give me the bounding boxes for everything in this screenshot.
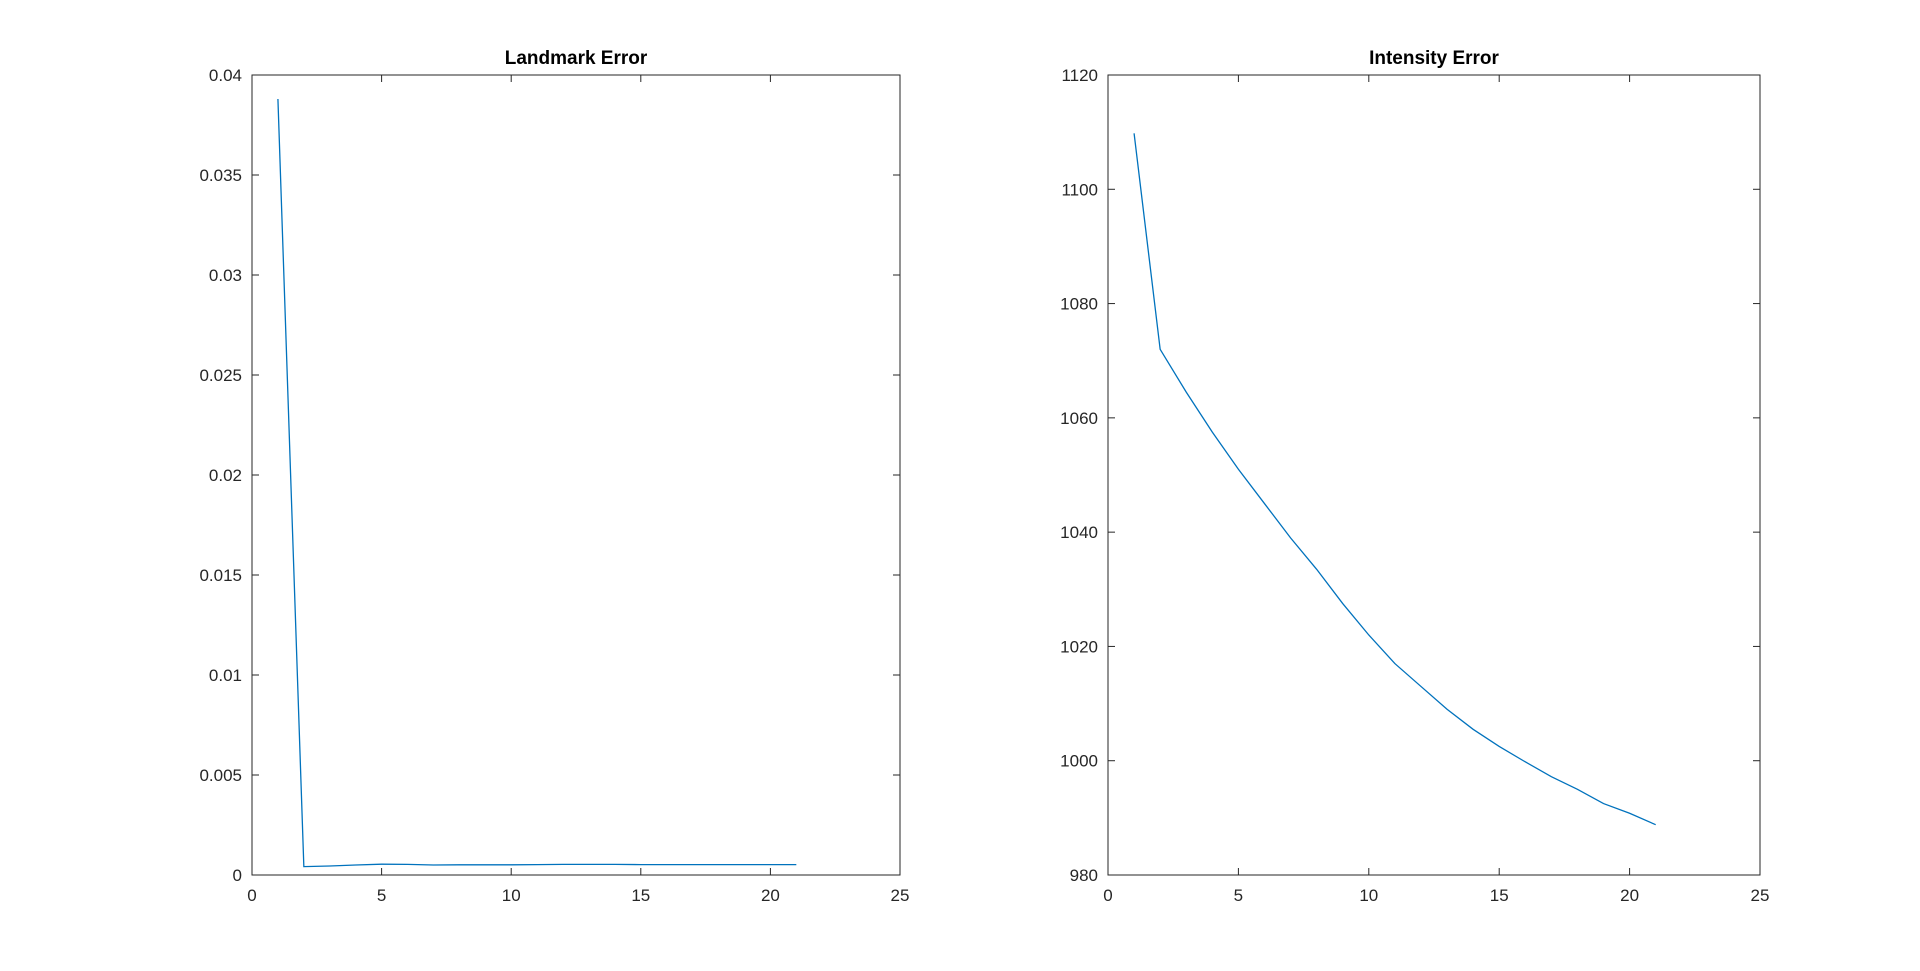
- series-line: [277, 98, 797, 868]
- y-tick-label: 1100: [1061, 180, 1098, 199]
- landmark-error-chart: Landmark Error 0 5 10 15 20 25 0 0.005 0.01 0.015…: [199, 48, 909, 905]
- series-line: [1133, 133, 1656, 826]
- x-tick-label: 5: [377, 886, 386, 905]
- x-tick-label: 20: [761, 886, 780, 905]
- x-tick-label: 10: [502, 886, 521, 905]
- series-marks: [277, 98, 797, 868]
- x-tick-label: 15: [1490, 886, 1509, 905]
- y-tick-label: 0.01: [209, 666, 242, 685]
- y-tick-label: 1040: [1060, 523, 1098, 542]
- y-tick-label: 1060: [1060, 409, 1098, 428]
- series-marks: [1133, 133, 1656, 826]
- x-tick-label: 0: [1103, 886, 1112, 905]
- y-tick-label: 1020: [1060, 637, 1098, 656]
- axis-ticks: 0 5 10 15 20 25 980 1000 1020 1040 1060 1080 1100 112…: [1060, 66, 1769, 905]
- y-tick-label: 0.02: [209, 466, 242, 485]
- x-tick-label: 25: [1751, 886, 1770, 905]
- x-tick-label: 5: [1234, 886, 1243, 905]
- y-tick-label: 0.005: [199, 766, 242, 785]
- chart-title: Intensity Error: [1369, 48, 1499, 69]
- y-tick-label: 1080: [1060, 295, 1098, 314]
- y-tick-label: 0.015: [199, 566, 242, 585]
- axis-ticks: 0 5 10 15 20 25 0 0.005 0.01 0.015 0.02 0.025 0.03 0.…: [199, 66, 909, 905]
- chart-title: Landmark Error: [505, 48, 648, 69]
- x-tick-label: 10: [1359, 886, 1378, 905]
- x-tick-label: 25: [891, 886, 910, 905]
- y-tick-label: 0.025: [199, 366, 242, 385]
- y-tick-label: 0.03: [209, 266, 242, 285]
- plot-area: [1107, 74, 1761, 876]
- x-tick-label: 0: [247, 886, 256, 905]
- y-tick-label: 1000: [1060, 752, 1098, 771]
- y-tick-label: 0: [233, 866, 242, 885]
- y-tick-label: 980: [1070, 866, 1098, 885]
- y-tick-label: 0.04: [209, 66, 242, 85]
- intensity-error-chart: Intensity Error 0 5 10 15 20 25 980 1000 1020 104…: [1060, 48, 1769, 905]
- y-tick-label: 1120: [1061, 66, 1098, 85]
- y-tick-label: 0.035: [199, 166, 242, 185]
- x-tick-label: 15: [631, 886, 650, 905]
- x-tick-label: 20: [1620, 886, 1639, 905]
